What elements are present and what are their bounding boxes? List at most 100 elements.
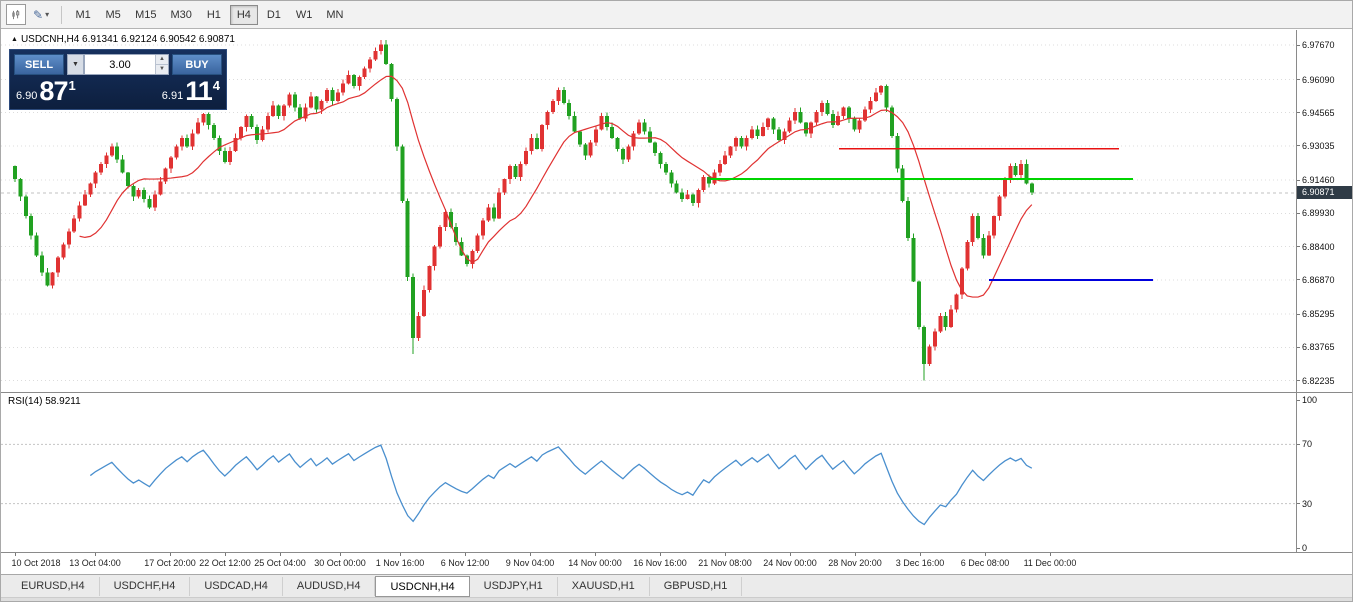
price-axis-label: 6.89930 (1302, 208, 1335, 219)
oct-prices-row: 6.90 87 1 6.91 11 4 (14, 75, 222, 106)
time-axis-tick (920, 553, 921, 556)
time-axis-tick (530, 553, 531, 556)
rsi-axis-tick (1297, 547, 1300, 549)
symbol-tab-bar: EURUSD,H4 USDCHF,H4 USDCAD,H4 AUDUSD,H4 … (1, 574, 1352, 597)
timeframe-h1[interactable]: H1 (200, 5, 228, 25)
tab-audusd-h4[interactable]: AUDUSD,H4 (283, 576, 376, 596)
price-axis-label: 6.83765 (1302, 342, 1335, 353)
price-axis[interactable]: 6.97670 6.96090 6.94565 6.93035 6.91460 6.899… (1296, 30, 1352, 392)
time-axis-tick (985, 553, 986, 556)
time-axis[interactable]: 10 Oct 2018 13 Oct 04:00 17 Oct 20:00 22 Oc… (1, 552, 1352, 574)
sell-button[interactable]: SELL (14, 54, 64, 75)
price-axis-tick (1297, 179, 1300, 181)
timeframe-m15[interactable]: M15 (129, 5, 162, 25)
tab-eurusd-h4[interactable]: EURUSD,H4 (7, 576, 100, 596)
volume-decrease-button[interactable]: ▼ (156, 65, 168, 74)
timeframe-m30[interactable]: M30 (164, 5, 197, 25)
price-axis-tick (1297, 313, 1300, 315)
price-axis-tick (1297, 79, 1300, 80)
time-axis-tick (465, 553, 466, 556)
time-axis-label: 6 Nov 12:00 (440, 558, 490, 568)
rsi-axis[interactable]: 100 70 30 0 (1296, 393, 1352, 553)
tab-usdjpy-h1[interactable]: USDJPY,H1 (470, 576, 558, 596)
volume-field: ▲ ▼ (84, 54, 169, 75)
rsi-axis-label: 0 (1302, 543, 1308, 553)
timeframe-d1[interactable]: D1 (260, 5, 288, 25)
chart-window-icon[interactable] (6, 4, 26, 25)
time-axis-label: 1 Nov 16:00 (375, 558, 425, 568)
price-axis-tick (1297, 44, 1300, 46)
time-axis-label: 11 Dec 00:00 (1023, 558, 1077, 568)
time-axis-tick (340, 553, 341, 556)
rsi-axis-label: 30 (1302, 498, 1313, 509)
time-axis-label: 13 Oct 04:00 (69, 558, 121, 568)
price-axis-tick (1297, 346, 1300, 348)
price-axis-label: 6.88400 (1302, 241, 1335, 252)
time-axis-tick (660, 553, 661, 556)
time-axis-label: 10 Oct 2018 (11, 558, 61, 568)
time-axis-label: 22 Oct 12:00 (199, 558, 251, 568)
time-axis-tick (225, 553, 226, 556)
brush-icon: ✎ (33, 7, 44, 22)
time-axis-label: 3 Dec 16:00 (895, 558, 945, 568)
bid-price-point: 1 (68, 78, 76, 93)
timeframe-h4[interactable]: H4 (229, 4, 258, 25)
price-axis-tick (1297, 145, 1300, 147)
price-axis-label: 6.93035 (1302, 140, 1335, 151)
rsi-indicator-label: RSI(14) 58.9211 (8, 396, 81, 407)
time-axis-tick (725, 553, 726, 556)
time-axis-tick (855, 553, 856, 556)
time-axis-label: 9 Nov 04:00 (505, 558, 555, 568)
time-axis-label: 28 Nov 20:00 (828, 558, 882, 568)
price-axis-tick (1297, 112, 1300, 114)
price-axis-label: 6.94565 (1302, 107, 1335, 118)
time-axis-tick (595, 553, 596, 556)
chevron-down-icon: ▾ (45, 10, 50, 19)
ask-price-point: 4 (212, 78, 220, 93)
rsi-axis-tick (1297, 503, 1300, 505)
up-triangle-icon: ▲ (11, 36, 18, 43)
tab-usdcad-h4[interactable]: USDCAD,H4 (190, 576, 283, 596)
timeframe-mn[interactable]: MN (320, 5, 349, 25)
rsi-chart-canvas[interactable] (1, 393, 1296, 552)
time-axis-tick (170, 553, 171, 556)
timeframe-m1[interactable]: M1 (69, 5, 97, 25)
ask-price: 6.91 11 4 (162, 76, 220, 106)
price-axis-label: 6.91460 (1302, 175, 1335, 186)
bid-price-prefix: 6.90 (16, 90, 38, 102)
bid-price-pips: 87 (39, 76, 68, 106)
tab-usdchf-h4[interactable]: USDCHF,H4 (100, 576, 191, 596)
candlestick-chart-icon (12, 9, 20, 19)
horizontal-scrollbar[interactable] (1, 597, 1352, 601)
time-axis-tick (790, 553, 791, 556)
ask-price-pips: 11 (185, 76, 213, 106)
price-axis-label: 6.96090 (1302, 74, 1335, 85)
time-axis-tick (280, 553, 281, 556)
tab-gbpusd-h1[interactable]: GBPUSD,H1 (650, 576, 743, 596)
ask-price-prefix: 6.91 (161, 90, 184, 102)
styles-dropdown-button[interactable]: ✎ ▾ (28, 4, 54, 25)
volume-stepper: ▲ ▼ (155, 55, 168, 74)
time-axis-tick (1050, 553, 1051, 556)
volume-input[interactable] (85, 55, 155, 74)
volume-dropdown-button[interactable]: ▼ (67, 54, 84, 75)
timeframe-m5[interactable]: M5 (99, 5, 127, 25)
timeframe-w1[interactable]: W1 (290, 5, 319, 25)
rsi-axis-tick (1297, 443, 1300, 445)
time-axis-tick (400, 553, 401, 556)
volume-increase-button[interactable]: ▲ (156, 55, 168, 65)
bid-price: 6.90 87 1 (16, 76, 76, 106)
rsi-axis-tick (1297, 399, 1300, 401)
time-axis-label: 21 Nov 08:00 (698, 558, 752, 568)
tab-xauusd-h1[interactable]: XAUUSD,H1 (558, 576, 650, 596)
rsi-panel: RSI(14) 58.9211 100 70 30 0 (1, 392, 1352, 553)
price-chart-canvas[interactable] (1, 30, 1296, 392)
buy-button[interactable]: BUY (172, 54, 222, 75)
time-axis-label: 14 Nov 00:00 (568, 558, 622, 568)
tab-usdcnh-h4[interactable]: USDCNH,H4 (375, 575, 470, 597)
toolbar-separator (61, 5, 63, 24)
price-axis-tick (1297, 279, 1300, 281)
price-axis-label: 6.82235 (1302, 375, 1335, 386)
